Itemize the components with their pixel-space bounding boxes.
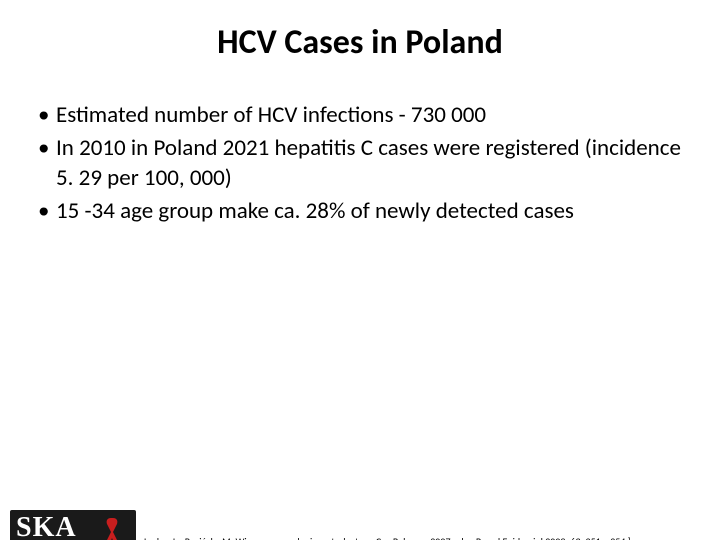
citation-text: Laskus I. , Rosińska M. Wirusowe zapalen… <box>144 535 716 540</box>
bullet-item: In 2010 in Poland 2021 hepatitis C cases… <box>34 134 686 193</box>
logo: SKA Społeczny Komitet ds. AIDS <box>10 510 136 540</box>
bullet-item: 15 -34 age group make ca. 28% of newly d… <box>34 197 686 226</box>
footer: SKA Społeczny Komitet ds. AIDS Laskus I.… <box>0 504 720 540</box>
aids-ribbon-icon <box>97 516 127 540</box>
bullet-item: Estimated number of HCV infections - 730… <box>34 101 686 130</box>
bullet-list: Estimated number of HCV infections - 730… <box>34 101 686 227</box>
logo-background: SKA Społeczny Komitet ds. AIDS <box>10 510 136 540</box>
logo-main-text: SKA <box>16 512 77 540</box>
slide: HCV Cases in Poland Estimated number of … <box>0 22 720 540</box>
slide-title: HCV Cases in Poland <box>0 22 720 63</box>
